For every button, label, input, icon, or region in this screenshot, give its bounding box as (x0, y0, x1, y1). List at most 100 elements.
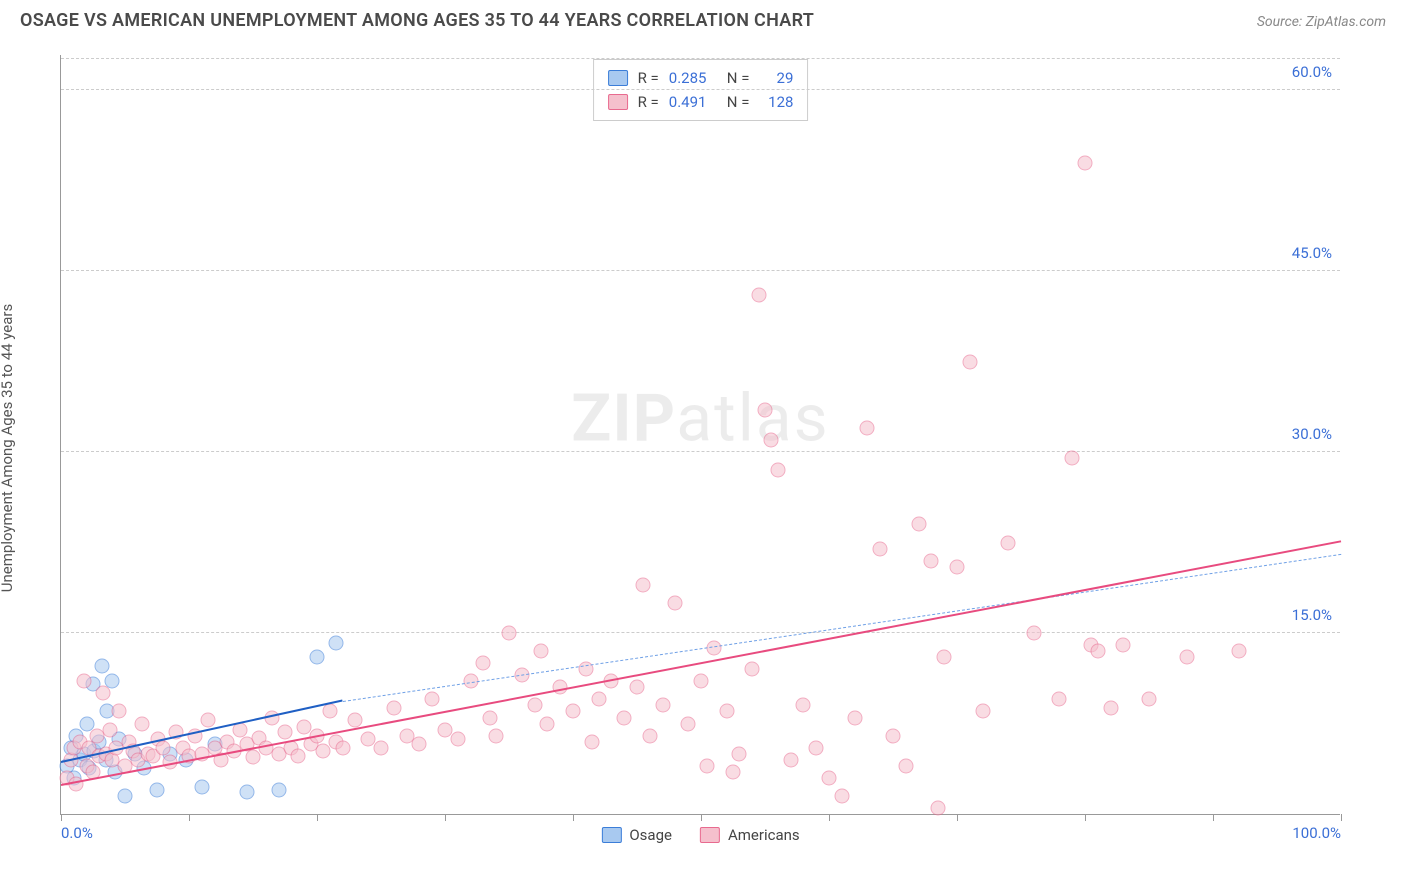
x-tick (1213, 814, 1214, 821)
legend-swatch (608, 94, 628, 110)
data-point (278, 724, 293, 739)
data-point (540, 716, 555, 731)
data-point (911, 517, 926, 532)
legend-r-value: 0.285 (669, 66, 717, 90)
trendline (61, 541, 1341, 787)
data-point (1180, 650, 1195, 665)
data-point (1103, 700, 1118, 715)
data-point (758, 402, 773, 417)
data-point (694, 674, 709, 689)
data-point (719, 704, 734, 719)
data-point (937, 650, 952, 665)
data-point (726, 764, 741, 779)
legend-label: Osage (629, 826, 672, 844)
legend-n-value: 128 (759, 90, 793, 114)
data-point (668, 595, 683, 610)
data-point (764, 433, 779, 448)
data-point (194, 780, 209, 795)
data-point (809, 740, 824, 755)
data-point (476, 656, 491, 671)
data-point (102, 722, 117, 737)
data-point (502, 626, 517, 641)
trendline (343, 554, 1342, 702)
data-point (534, 644, 549, 659)
data-point (201, 712, 216, 727)
data-point (374, 740, 389, 755)
legend-r-label: R = (638, 90, 659, 114)
y-tick-label: 30.0% (1292, 425, 1332, 443)
source-attribution: Source: ZipAtlas.com (1257, 14, 1386, 30)
y-axis-label: Unemployment Among Ages 35 to 44 years (0, 303, 16, 591)
data-point (348, 712, 363, 727)
data-point (930, 800, 945, 815)
data-point (96, 686, 111, 701)
data-point (566, 704, 581, 719)
data-point (1001, 535, 1016, 550)
data-point (412, 737, 427, 752)
data-point (111, 704, 126, 719)
data-point (898, 758, 913, 773)
x-tick (1085, 814, 1086, 821)
legend-item: Americans (700, 826, 800, 844)
data-point (118, 788, 133, 803)
data-point (860, 420, 875, 435)
data-point (1052, 692, 1067, 707)
data-point (1026, 626, 1041, 641)
data-point (822, 770, 837, 785)
y-tick-label: 45.0% (1292, 244, 1332, 262)
legend-row: R =0.285N =29 (608, 66, 794, 90)
data-point (316, 744, 331, 759)
data-point (585, 734, 600, 749)
legend-label: Americans (728, 826, 800, 844)
x-tick (957, 814, 958, 821)
gridline (61, 270, 1340, 271)
data-point (636, 577, 651, 592)
data-point (156, 740, 171, 755)
x-tick (445, 814, 446, 821)
data-point (290, 749, 305, 764)
data-point (834, 788, 849, 803)
x-tick (573, 814, 574, 821)
data-point (386, 700, 401, 715)
x-tick (701, 814, 702, 821)
data-point (322, 704, 337, 719)
data-point (617, 710, 632, 725)
data-point (681, 716, 696, 731)
x-tick (189, 814, 190, 821)
data-point (246, 750, 261, 765)
data-point (1065, 451, 1080, 466)
x-tick (829, 814, 830, 821)
data-point (482, 710, 497, 725)
data-point (134, 716, 149, 731)
y-tick-label: 15.0% (1292, 606, 1332, 624)
data-point (950, 559, 965, 574)
series-legend: Osage Americans (601, 826, 799, 844)
data-point (1078, 155, 1093, 170)
plot-area: ZIPatlas R =0.285N =29R =0.491N =128 Osa… (60, 55, 1340, 815)
x-tick (317, 814, 318, 821)
data-point (783, 752, 798, 767)
data-point (770, 463, 785, 478)
data-point (630, 680, 645, 695)
data-point (335, 740, 350, 755)
x-tick-label: 0.0% (61, 824, 93, 842)
data-point (796, 698, 811, 713)
data-point (847, 710, 862, 725)
data-point (642, 728, 657, 743)
legend-item: Osage (601, 826, 672, 844)
y-tick-label: 60.0% (1292, 63, 1332, 81)
gridline (61, 58, 1340, 59)
data-point (77, 674, 92, 689)
data-point (745, 662, 760, 677)
data-point (271, 782, 286, 797)
data-point (94, 658, 109, 673)
legend-swatch (608, 70, 628, 86)
data-point (489, 728, 504, 743)
watermark: ZIPatlas (571, 381, 829, 458)
data-point (591, 692, 606, 707)
data-point (1090, 644, 1105, 659)
data-point (732, 746, 747, 761)
data-point (886, 728, 901, 743)
gridline (61, 89, 1340, 90)
data-point (924, 553, 939, 568)
